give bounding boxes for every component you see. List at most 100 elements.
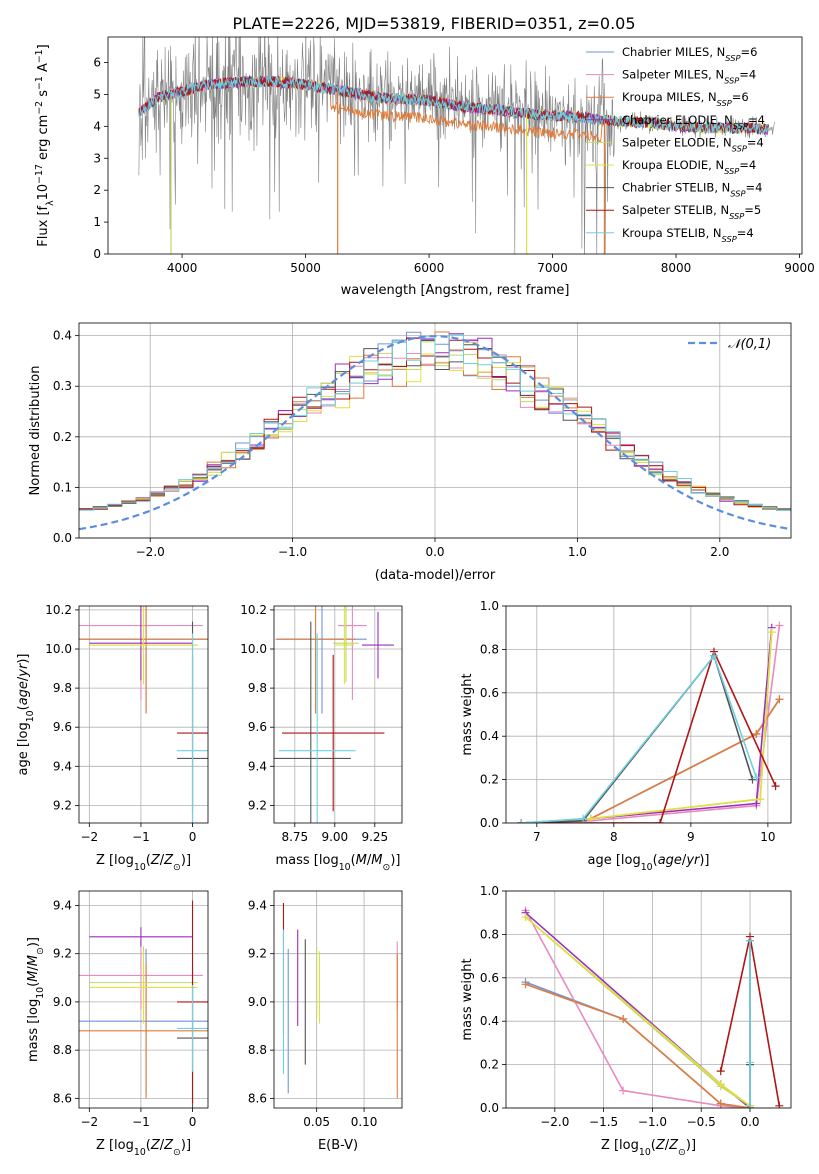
label-part: SSP <box>733 121 748 131</box>
label-part: SSP <box>722 234 737 244</box>
label-part: )] <box>699 853 709 868</box>
x-tick-label: 6000 <box>414 261 445 275</box>
label-part: Salpeter ELODIE, N <box>622 135 732 149</box>
label-part: M <box>356 853 367 868</box>
x-tick-label: 9 <box>687 830 695 844</box>
label-part: age <box>16 681 31 705</box>
label-part: SSP <box>724 76 739 86</box>
legend-label-salpeter_miles: Salpeter MILES, NSSP=4 <box>622 68 756 86</box>
y-tick-label: 0.4 <box>480 729 499 743</box>
x-tick-label: 0.10 <box>351 1115 378 1129</box>
label-part: SSP <box>725 53 740 63</box>
y-tick-label: 9.4 <box>53 759 72 773</box>
y-tick-label: 6 <box>93 56 101 70</box>
y-tick-label: 0.4 <box>480 1014 499 1028</box>
weight-marker-kroupa_miles <box>716 1099 725 1108</box>
weight-marker-kroupa_stelib <box>579 814 588 823</box>
label-part: =4 <box>745 181 762 195</box>
legend-label-salpeter_stelib: Salpeter STELIB, NSSP=5 <box>622 203 761 221</box>
weight_vs_age-plot-area <box>517 621 784 823</box>
label-part: 10 <box>639 1147 651 1158</box>
weight-marker-salpeter_stelib <box>716 1067 725 1076</box>
weight-marker-kroupa_miles <box>619 1015 628 1024</box>
label-part: )] <box>390 853 400 868</box>
x-tick-label: −1 <box>132 830 150 844</box>
residuals-xlabel: (data-model)/error <box>375 568 496 583</box>
figure-title: PLATE=2226, MJD=53819, FIBERID=0351, z=0… <box>232 14 635 33</box>
x-tick-label: 8.75 <box>281 830 308 844</box>
y-tick-label: 0.2 <box>480 773 499 787</box>
weight-marker-kroupa_elodie <box>767 628 776 637</box>
x-tick-label: 2.0 <box>710 545 729 559</box>
age_vs_mass-plot-area <box>274 606 394 823</box>
weight-marker-kroupa_stelib <box>709 651 718 660</box>
y-tick-label: 9.6 <box>53 720 72 734</box>
label-part: Chabrier STELIB, N <box>622 181 730 195</box>
y-tick-label: 2 <box>93 183 101 197</box>
weight-marker-salpeter_miles <box>619 1086 628 1095</box>
label-part: 10 <box>35 987 46 999</box>
label-part: 10 <box>36 184 51 201</box>
x-tick-label: 9000 <box>784 261 815 275</box>
x-tick-label: 1.0 <box>568 545 587 559</box>
label-part: ⊙ <box>678 1147 686 1158</box>
y-tick-label: 10.2 <box>240 603 267 617</box>
label-part: ( <box>26 982 41 987</box>
y-tick-label: 0.8 <box>480 642 499 656</box>
mass_vs_z-panel: −2 −1 08.68.89.09.29.4Z [log10(Z/Z⊙)]mass … <box>26 890 209 1158</box>
label-part: SSP <box>729 211 744 221</box>
y-tick-label: 0.8 <box>480 927 499 941</box>
normal-curve <box>79 335 789 531</box>
label-part: =4 <box>747 135 764 149</box>
y-tick-label: 8.6 <box>248 1091 267 1105</box>
spectrum-panel: 4000 5000 6000 7000 8000 9000 0 1 2 3 4 5 6 wavelengt… <box>34 36 815 298</box>
y-tick-label: 0.4 <box>53 329 72 343</box>
label-part: yr <box>16 662 31 678</box>
spectrum-xlabel: wavelength [Angstrom, rest frame] <box>341 283 570 298</box>
label-part: 10 <box>134 1147 146 1158</box>
x-tick-label: 7 <box>533 830 541 844</box>
weight_vs_z-ylabel: mass weight <box>460 958 475 1040</box>
weight_vs_z-plot-area <box>521 906 784 1108</box>
label-part: )] <box>686 1138 696 1153</box>
label-part: )] <box>16 653 31 663</box>
label-part: / <box>665 1138 670 1153</box>
label-part: Z <box>668 1138 679 1153</box>
x-tick-label: 0.05 <box>303 1115 330 1129</box>
weight-marker-kroupa_elodie <box>756 795 765 804</box>
age_vs_z-panel: −2 −1 09.29.49.69.810.010.2Z [log10(Z/Z⊙)]… <box>16 603 209 873</box>
label-part: s <box>36 90 51 101</box>
y-tick-label: 9.6 <box>248 720 267 734</box>
label-part: mass [log <box>26 999 41 1062</box>
x-tick-label: 4000 <box>167 261 198 275</box>
age_vs_z-plot-area <box>79 606 208 823</box>
legend-label-kroupa_stelib: Kroupa STELIB, NSSP=4 <box>622 226 754 244</box>
y-tick-label: 9.8 <box>53 681 72 695</box>
label-part: =6 <box>732 90 749 104</box>
label-part: M <box>26 971 41 982</box>
age_vs_mass-xlabel: mass [log10(M/M⊙)] <box>276 853 401 873</box>
weight-line-kroupa_elodie <box>521 631 773 823</box>
y-tick-label: 0.3 <box>53 379 72 393</box>
x-tick-label: 9.00 <box>321 830 348 844</box>
weight-marker-kroupa_stelib <box>746 1104 755 1108</box>
weight-marker-salpeter_miles <box>775 621 784 630</box>
y-tick-label: 1.0 <box>480 884 499 898</box>
label-part: Z <box>163 1138 174 1153</box>
x-tick-label: 5000 <box>290 261 321 275</box>
weight-line-chabrier_elodie <box>524 912 751 1108</box>
weight-line-kroupa_stelib <box>521 654 758 823</box>
y-tick-label: 0.0 <box>480 1101 499 1115</box>
spectrum-ylabel: Flux [fλ10−17 erg cm−2 s−1 A−1] <box>34 44 56 246</box>
label-part: M <box>26 955 41 966</box>
axes-frame <box>505 605 792 824</box>
axes-frame <box>273 605 403 824</box>
label-part: Z [log <box>601 1138 639 1153</box>
x-tick-label: 7000 <box>537 261 568 275</box>
label-part: =4 <box>739 158 756 172</box>
label-part: Kroupa MILES, N <box>622 90 717 104</box>
label-part: / <box>367 853 372 868</box>
label-part: )] <box>181 853 191 868</box>
